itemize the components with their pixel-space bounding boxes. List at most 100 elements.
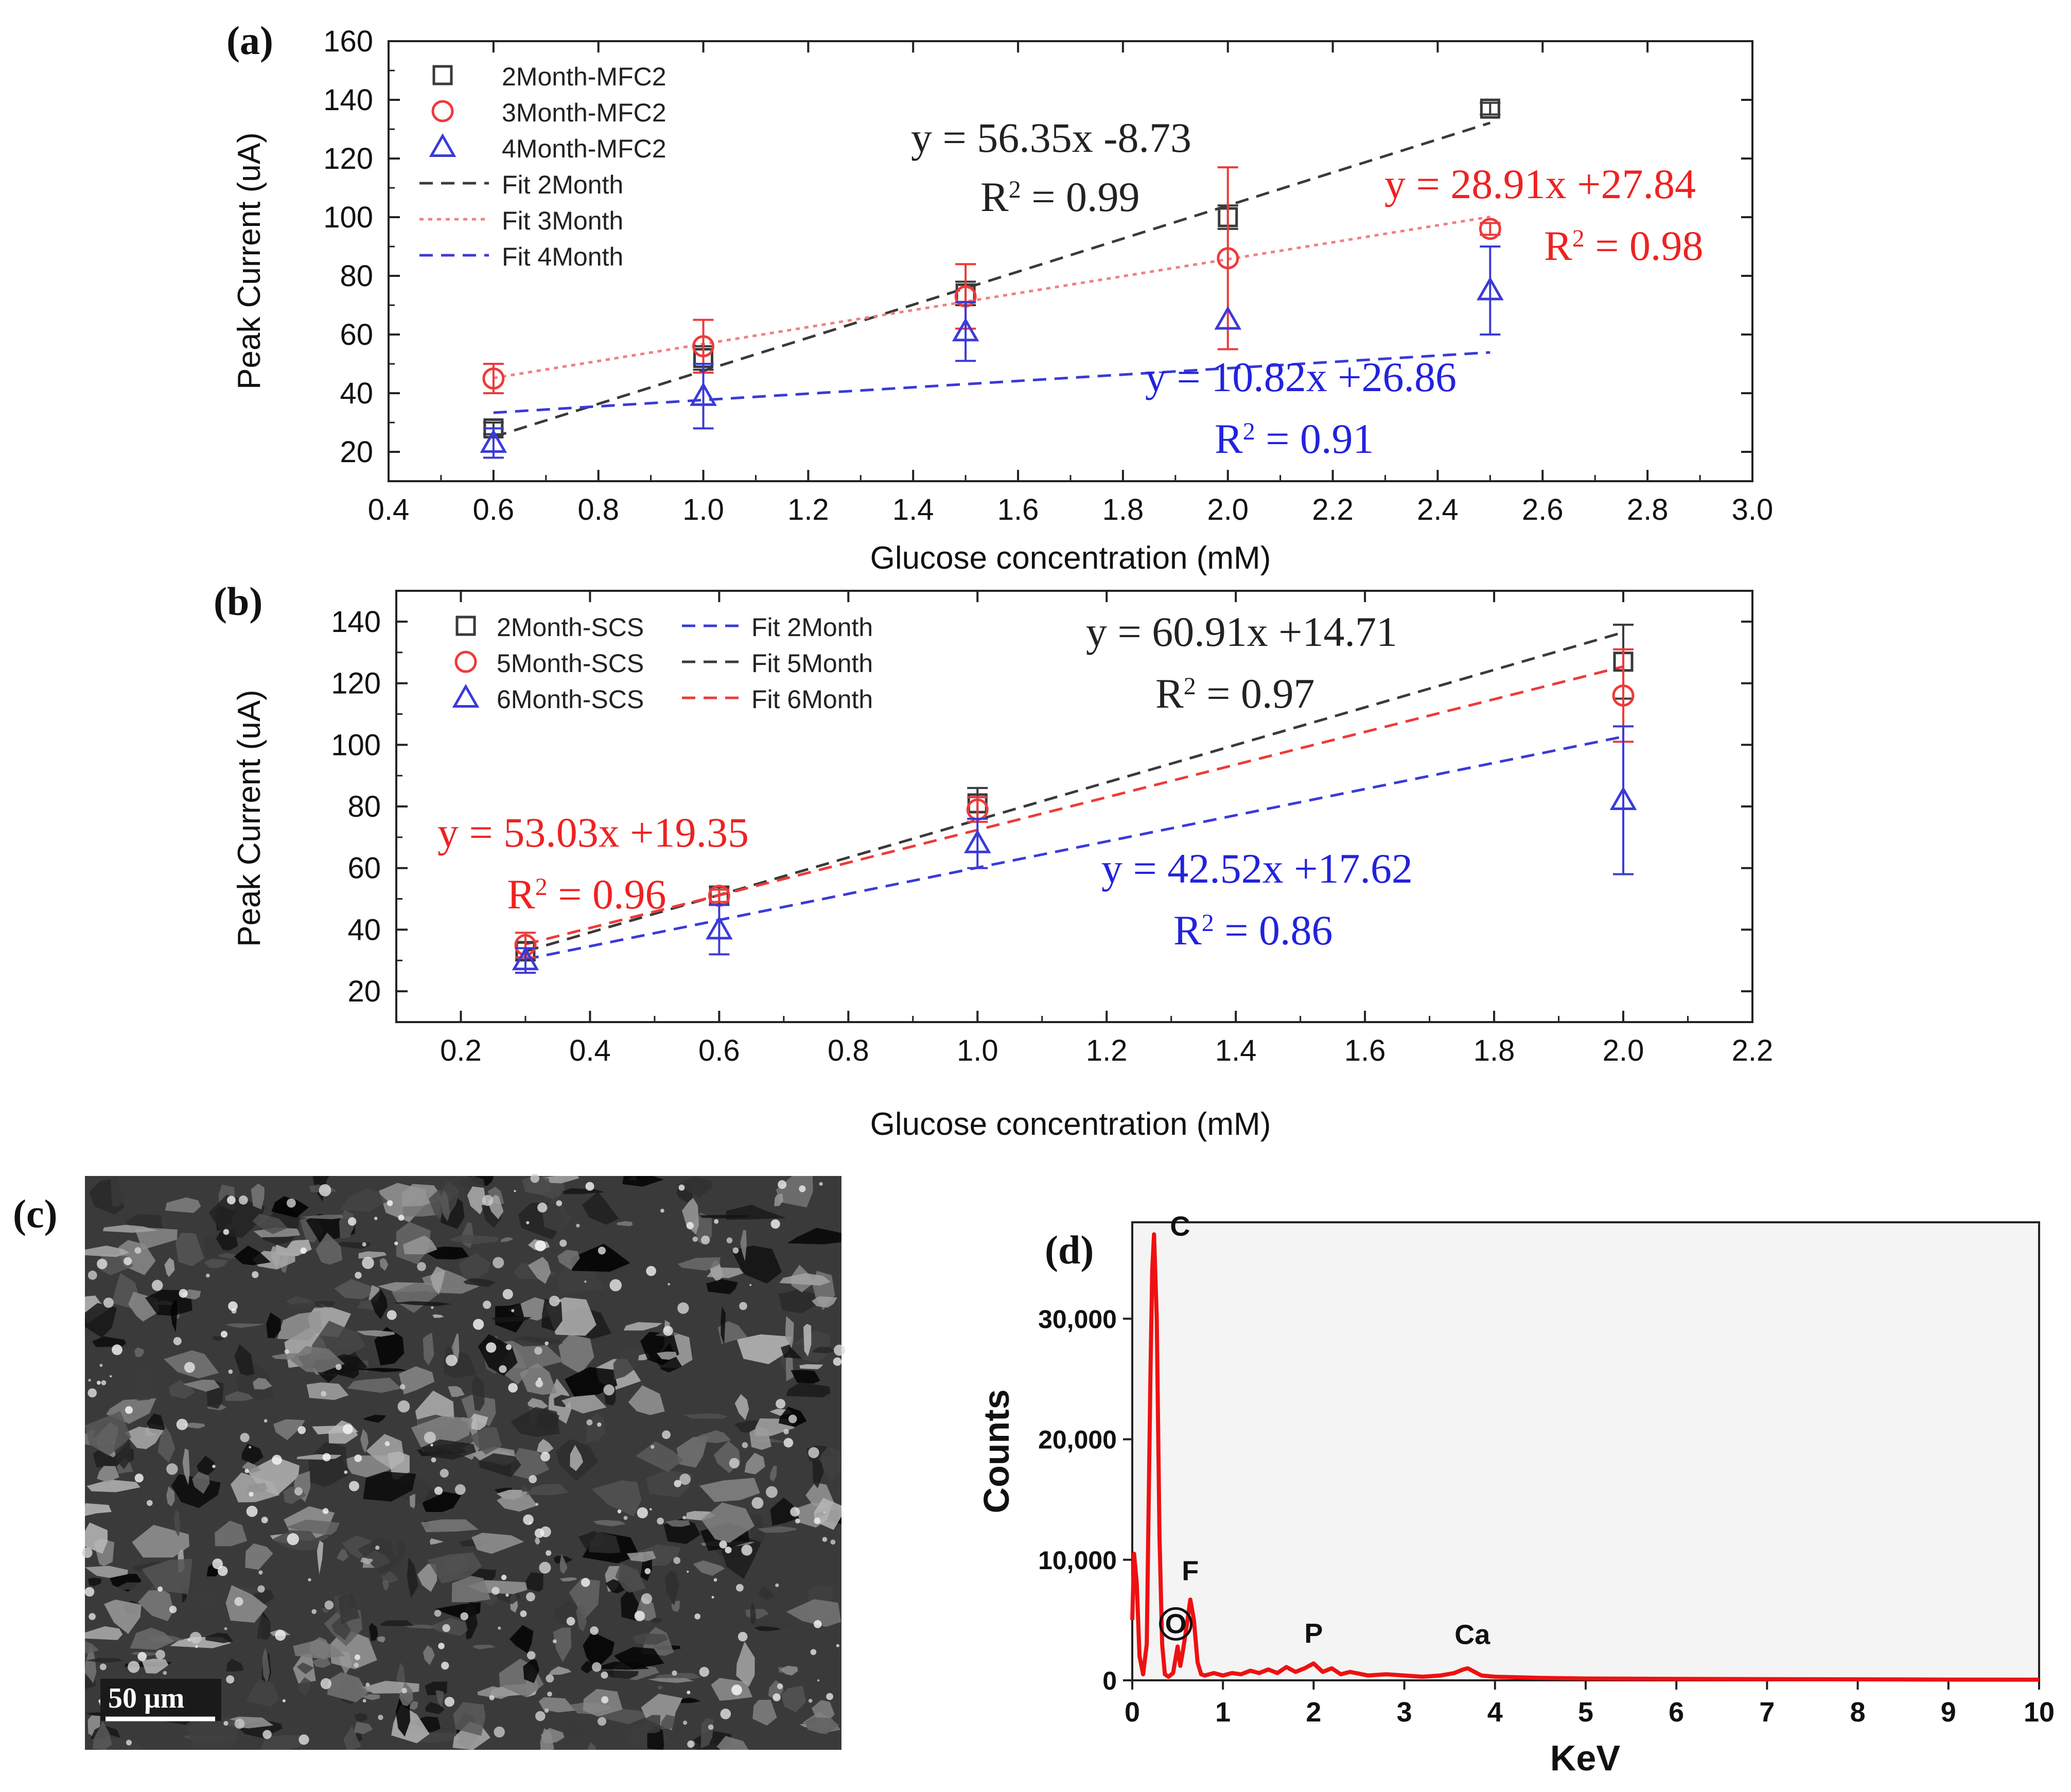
sem-highlight xyxy=(739,1302,747,1310)
sem-highlight xyxy=(228,1369,233,1374)
sem-highlight xyxy=(134,1247,142,1254)
sem-particle xyxy=(675,1176,713,1198)
sem-highlight xyxy=(348,1217,357,1226)
sem-highlight xyxy=(397,1400,410,1413)
x-tick-label: 3.0 xyxy=(1732,493,1774,526)
sem-highlight xyxy=(559,1239,567,1247)
sem-highlight xyxy=(163,1671,167,1675)
sem-highlight xyxy=(238,1195,248,1205)
sem-particle xyxy=(541,1176,580,1184)
legend-label: 2Month-MFC2 xyxy=(502,62,666,91)
sem-particle xyxy=(85,1641,99,1654)
sem-highlight xyxy=(179,1289,188,1298)
sem-highlight xyxy=(776,1399,786,1409)
sem-particle xyxy=(562,1188,605,1194)
x-tick-label: 10 xyxy=(2024,1697,2055,1728)
sem-particle xyxy=(420,1519,479,1533)
sem-highlight xyxy=(822,1537,828,1542)
sem-highlight xyxy=(836,1644,839,1647)
sem-highlight xyxy=(547,1691,552,1697)
sem-highlight xyxy=(526,1651,536,1660)
sem-highlight xyxy=(212,1558,223,1569)
sem-particle xyxy=(451,1576,490,1603)
sem-particle xyxy=(463,1278,496,1287)
sem-highlight xyxy=(808,1698,813,1703)
sem-particle xyxy=(93,1721,112,1750)
y-axis-title-a: Peak Current (uA) xyxy=(232,132,267,390)
sem-particle xyxy=(338,1593,360,1625)
sem-highlight xyxy=(725,1547,732,1554)
sem-particle xyxy=(225,1585,268,1623)
sem-highlight xyxy=(223,1721,229,1726)
sem-highlight xyxy=(87,1388,97,1398)
sem-highlight xyxy=(434,1486,443,1495)
sem-particle xyxy=(215,1520,248,1547)
sem-particle xyxy=(92,1336,126,1347)
sem-particle xyxy=(102,1225,158,1233)
sem-particle xyxy=(785,1316,794,1348)
sem-particle xyxy=(736,1334,792,1364)
sem-highlight xyxy=(319,1184,331,1197)
x-tick-label: 2.8 xyxy=(1627,493,1669,526)
sem-particle xyxy=(778,1289,824,1313)
sem-particle xyxy=(403,1235,437,1255)
data-point-triangle xyxy=(1214,306,1242,330)
sem-particle xyxy=(472,1644,496,1649)
sem-particle xyxy=(293,1639,345,1659)
sem-highlight xyxy=(529,1475,537,1484)
plot-area-d xyxy=(1131,1221,2040,1681)
sem-particle xyxy=(814,1498,841,1530)
ticks-b: 0.2 0.4 0.6 0.8 1.0 1.2 1.4 1.6 1.8 2.0 2.2 20 40 60 8… xyxy=(331,591,1773,1067)
sem-particle xyxy=(286,1519,340,1535)
x-axis-title-b: Glucose concentration (mM) xyxy=(870,1106,1271,1142)
r2-text: R2 = 0.99 xyxy=(980,173,1139,220)
x-tick-label: 0.8 xyxy=(577,493,619,526)
sem-particle xyxy=(811,1700,835,1723)
sem-highlight xyxy=(549,1295,560,1307)
legend-label: Fit 2Month xyxy=(751,613,873,642)
y-tick-label: 100 xyxy=(323,201,373,234)
sem-particle xyxy=(500,1237,513,1242)
sem-highlight xyxy=(486,1342,497,1353)
sem-highlight xyxy=(530,1174,539,1183)
x-tick-label: 6 xyxy=(1669,1697,1684,1728)
sem-particle xyxy=(570,1445,584,1471)
equation-2month-a: y = 56.35x -8.73 R2 = 0.99 xyxy=(911,114,1191,220)
sem-highlight xyxy=(552,1639,557,1644)
sem-particle xyxy=(650,1626,704,1632)
sem-particle xyxy=(657,1685,663,1690)
sem-highlight xyxy=(708,1724,714,1730)
sem-particle xyxy=(576,1603,587,1632)
sem-particle xyxy=(262,1647,270,1684)
sem-particle xyxy=(173,1510,181,1537)
sem-particle xyxy=(626,1551,656,1562)
equation-text: y = 53.03x +19.35 xyxy=(437,809,749,856)
sem-particle xyxy=(377,1636,385,1643)
sem-particle xyxy=(471,1375,485,1411)
sem-highlight xyxy=(228,1301,238,1311)
data-point-triangle xyxy=(963,829,991,853)
sem-highlight xyxy=(770,1219,780,1229)
sem-particle xyxy=(197,1455,215,1475)
equation-3month-a: y = 28.91x +27.84 R2 = 0.98 xyxy=(1384,161,1703,269)
ticks-a: 0.4 0.6 0.8 1.0 1.2 1.4 1.6 1.8 2.0 2.2 2.4 2.6 2.8 3… xyxy=(323,25,1773,526)
x-tick-label: 1.0 xyxy=(957,1034,998,1067)
sem-particle xyxy=(676,1436,708,1468)
data-point-circle xyxy=(1217,247,1239,270)
sem-highlight xyxy=(823,1511,826,1514)
sem-particle xyxy=(774,1193,783,1206)
sem-particle xyxy=(683,1413,728,1419)
sem-highlight xyxy=(817,1679,820,1682)
sem-particle xyxy=(130,1627,174,1650)
sem-particle xyxy=(647,1678,694,1683)
data-point-square xyxy=(1480,98,1500,119)
sem-particle xyxy=(548,1666,572,1675)
sem-particle xyxy=(360,1684,409,1692)
sem-highlight xyxy=(731,1684,742,1696)
sem-particle xyxy=(557,1250,580,1270)
sem-particle xyxy=(812,1346,835,1354)
sem-particle xyxy=(337,1549,348,1562)
sem-particle xyxy=(382,1579,390,1591)
sem-highlight xyxy=(634,1610,645,1622)
